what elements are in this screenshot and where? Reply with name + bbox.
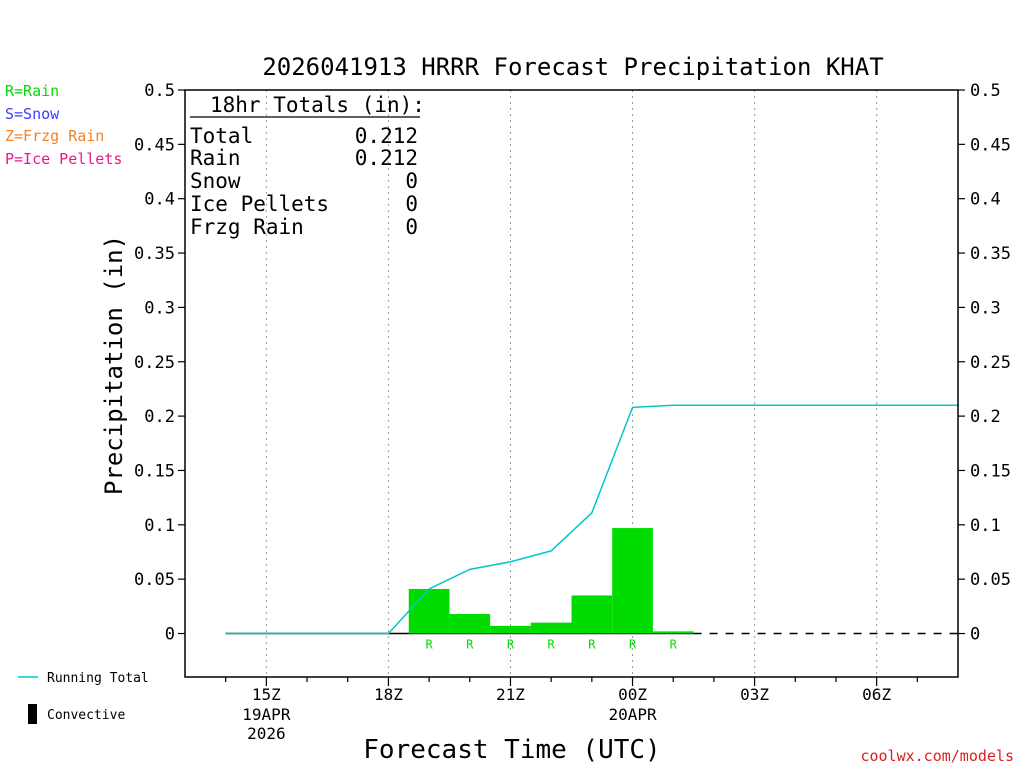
totals-total-value: 0.212 — [355, 124, 418, 148]
rain-bar — [490, 625, 531, 634]
rain-bars — [408, 528, 694, 634]
totals-rain-label: Rain — [190, 146, 241, 170]
rain-marker: R — [548, 638, 556, 652]
x-tick-date-20APR: 20APR — [608, 705, 657, 724]
totals-snow-value: 0 — [405, 169, 418, 193]
y-tick-label-left: 0.2 — [144, 407, 175, 427]
rain-bar — [571, 595, 613, 634]
credit-text: coolwx.com/models — [860, 747, 1014, 765]
x-tick-date-19APR: 19APR — [242, 705, 291, 724]
totals-box: 18hr Totals (in): Total 0.212 Rain 0.212… — [190, 93, 425, 239]
convective-legend-label: Convective — [47, 708, 125, 723]
y-tick-label-right: 0.05 — [970, 570, 1011, 590]
y-tick-label-right: 0.15 — [970, 461, 1011, 481]
y-axis-title: Precipitation (in) — [100, 235, 128, 495]
y-tick-label-left: 0.05 — [134, 570, 175, 590]
x-tick-label-00Z: 00Z — [618, 685, 647, 704]
y-tick-label-left: 0.1 — [144, 516, 175, 536]
grid-lines — [225, 90, 958, 677]
legend-ice-pellets: P=Ice Pellets — [5, 150, 122, 168]
y-tick-label-right: 0.2 — [970, 407, 1001, 427]
rain-marker: R — [670, 638, 678, 652]
rain-bar — [652, 631, 694, 634]
legend-rain: R=Rain — [5, 82, 59, 100]
rain-bar — [449, 613, 491, 634]
y-tick-label-left: 0.45 — [134, 135, 175, 155]
rain-marker: R — [588, 638, 596, 652]
x-tick-label-15Z: 15Z — [252, 685, 281, 704]
y-tick-label-right: 0.3 — [970, 298, 1001, 318]
y-tick-label-left: 0.35 — [134, 244, 175, 264]
totals-ice-pellets-label: Ice Pellets — [190, 192, 329, 216]
y-tick-label-left: 0.25 — [134, 353, 175, 373]
rain-marker: R — [629, 638, 637, 652]
y-tick-label-right: 0.1 — [970, 516, 1001, 536]
totals-ice-pellets-value: 0 — [405, 192, 418, 216]
totals-frzg-rain-value: 0 — [405, 215, 418, 239]
y-tick-label-left: 0.4 — [144, 190, 175, 210]
running-total-legend-label: Running Total — [47, 671, 149, 686]
rain-marker: R — [507, 638, 515, 652]
y-tick-label-right: 0.45 — [970, 135, 1011, 155]
legend-frzg-rain: Z=Frzg Rain — [5, 127, 104, 145]
running-total-line — [225, 404, 958, 635]
y-tick-label-right: 0.25 — [970, 353, 1011, 373]
rain-bar — [530, 622, 572, 634]
totals-header: 18hr Totals (in): — [210, 93, 425, 117]
convective-legend-swatch — [28, 704, 37, 724]
y-tick-label-left: 0.5 — [144, 81, 175, 101]
y-tick-label-left: 0.3 — [144, 298, 175, 318]
legend-snow: S=Snow — [5, 105, 60, 123]
x-axis-title: Forecast Time (UTC) — [363, 735, 660, 765]
totals-snow-label: Snow — [190, 169, 241, 193]
totals-rain-value: 0.212 — [355, 146, 418, 170]
x-tick-year: 2026 — [247, 724, 286, 743]
totals-frzg-rain-label: Frzg Rain — [190, 215, 304, 239]
rain-marker: R — [466, 638, 474, 652]
y-tick-label-right: 0.5 — [970, 81, 1001, 101]
rain-marker: R — [425, 638, 433, 652]
running-total-line-group — [225, 404, 958, 635]
rain-bar — [408, 588, 450, 634]
x-tick-label-06Z: 06Z — [862, 685, 891, 704]
axes: 0 00.05 0.050.1 0.10.15 0.150.2 0.20.25 0.250.… — [134, 81, 1011, 743]
x-tick-label-18Z: 18Z — [374, 685, 403, 704]
y-tick-label-left: 0 — [165, 625, 175, 645]
totals-total-label: Total — [190, 124, 253, 148]
plot-frame — [184, 89, 959, 678]
rain-bar — [612, 528, 653, 634]
x-tick-label-21Z: 21Z — [496, 685, 525, 704]
chart-title: 2026041913 HRRR Forecast Precipitation K… — [262, 53, 883, 81]
y-tick-label-left: 0.15 — [134, 461, 175, 481]
y-tick-label-right: 0 — [970, 625, 980, 645]
y-tick-label-right: 0.4 — [970, 190, 1001, 210]
x-tick-label-03Z: 03Z — [740, 685, 769, 704]
y-tick-label-right: 0.35 — [970, 244, 1011, 264]
